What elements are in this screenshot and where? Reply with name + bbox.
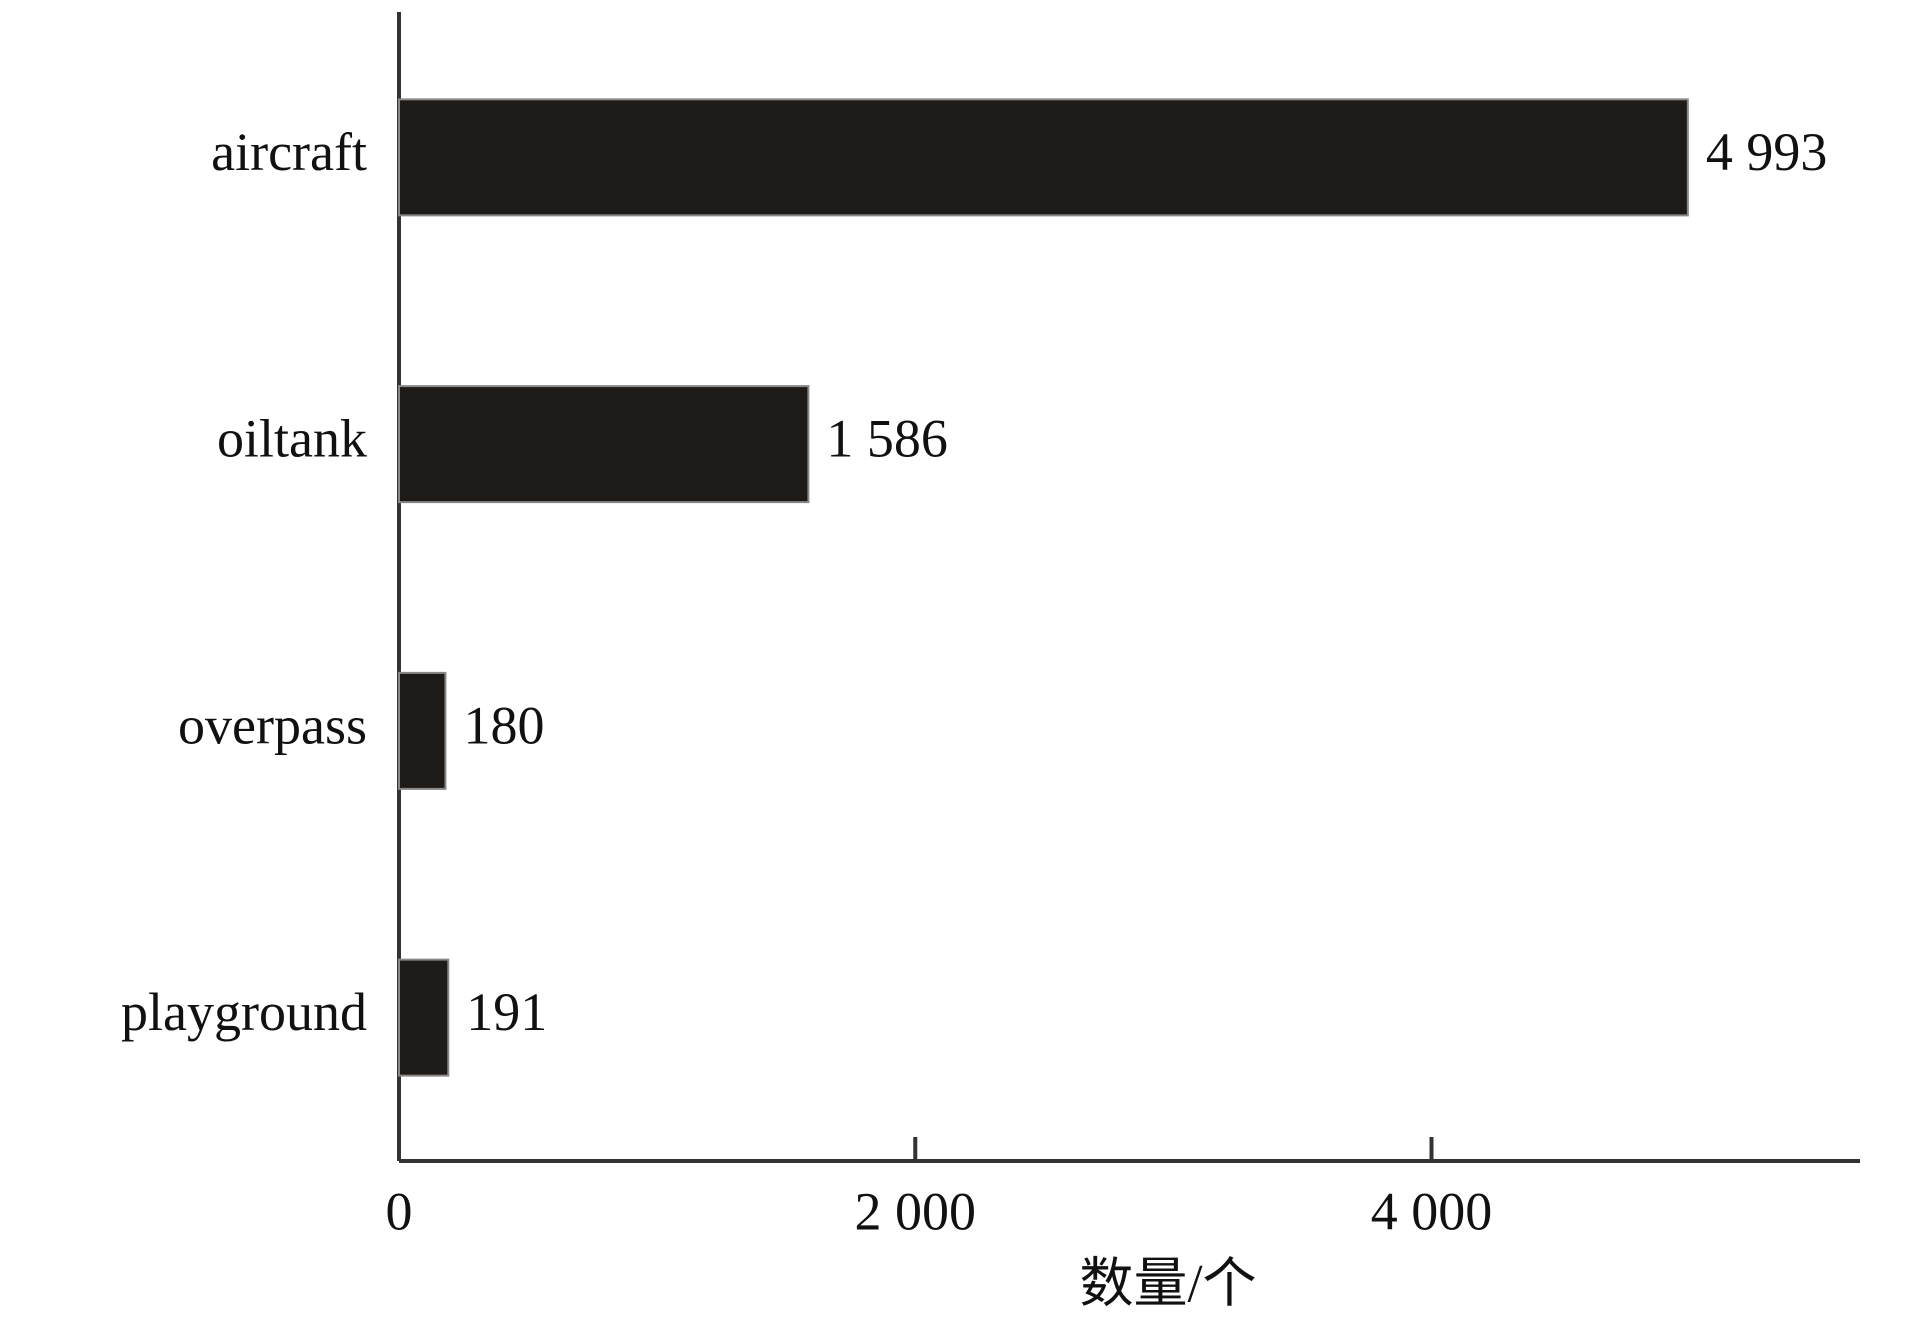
bar bbox=[398, 98, 1689, 217]
y-tick-label: oiltank bbox=[217, 409, 367, 469]
value-label: 191 bbox=[466, 982, 547, 1042]
value-label: 1 586 bbox=[826, 409, 948, 469]
x-tick-label: 4 000 bbox=[1371, 1181, 1493, 1241]
y-tick-label: aircraft bbox=[211, 122, 367, 182]
bar bbox=[398, 385, 810, 504]
x-tick-label: 2 000 bbox=[855, 1181, 977, 1241]
bar bbox=[398, 958, 450, 1077]
x-axis-label: 数量/个 bbox=[1079, 1253, 1256, 1313]
value-label: 180 bbox=[463, 695, 544, 755]
x-tick-label: 0 bbox=[386, 1181, 413, 1241]
value-label: 4 993 bbox=[1706, 122, 1828, 182]
y-tick-label: playground bbox=[121, 982, 367, 1042]
bar bbox=[398, 671, 447, 790]
y-tick-label: overpass bbox=[178, 695, 367, 755]
